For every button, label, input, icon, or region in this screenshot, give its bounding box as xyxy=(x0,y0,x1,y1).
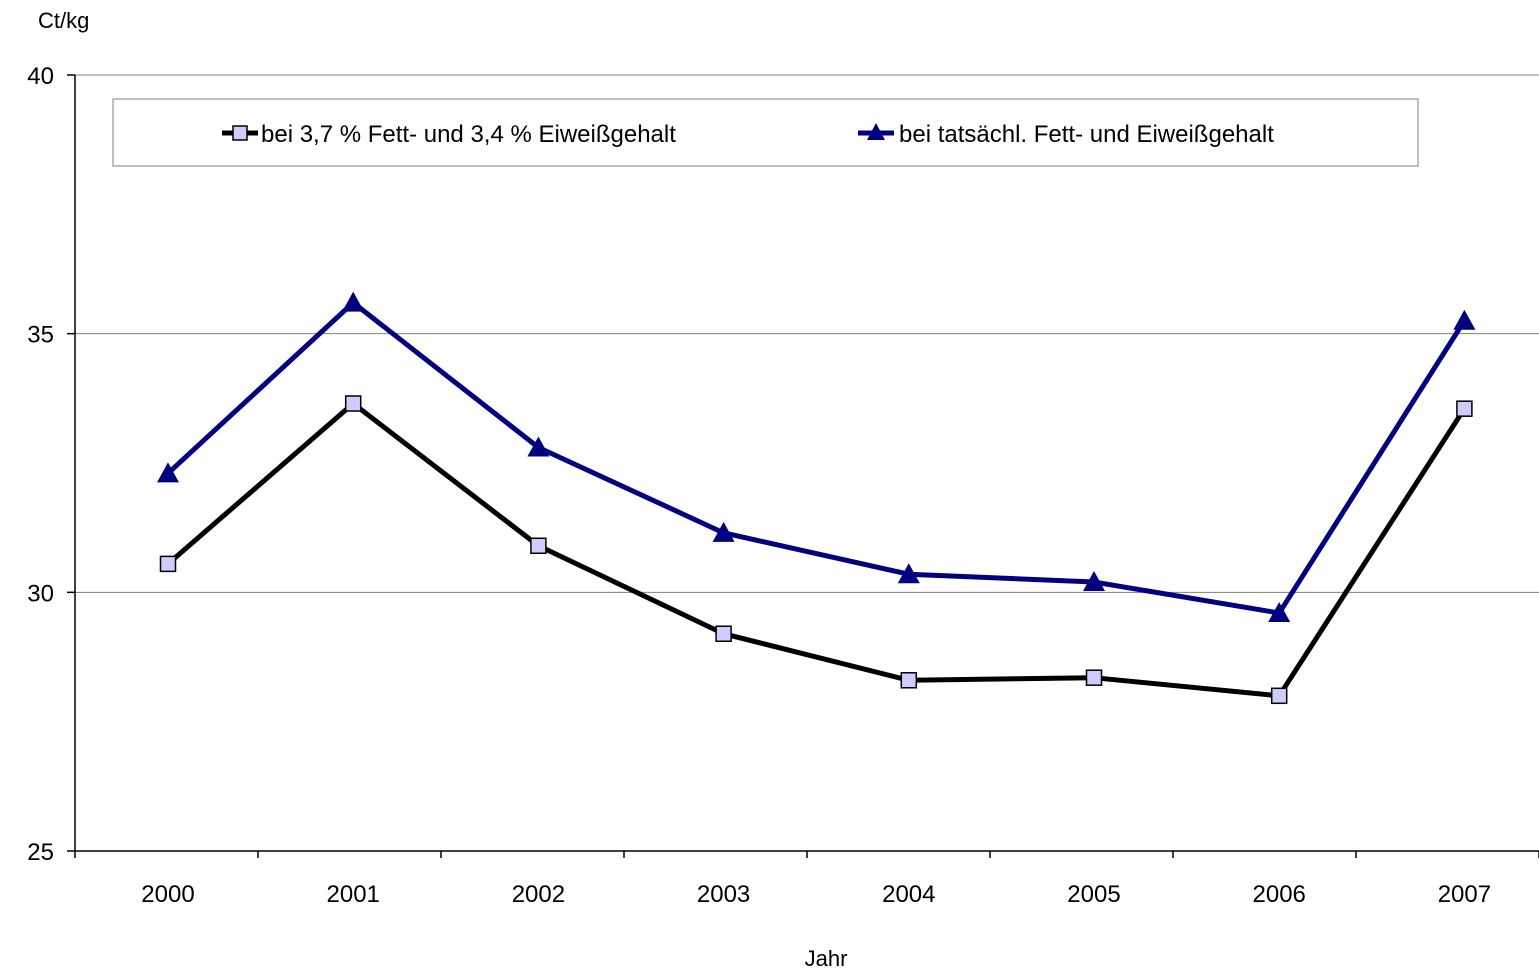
legend: bei 3,7 % Fett- und 3,4 % Eiweißgehalt b… xyxy=(113,99,1418,166)
y-ticks: 25 30 35 40 xyxy=(27,63,75,866)
data-point-square xyxy=(716,626,731,641)
data-point-square xyxy=(1087,670,1102,685)
legend-label-series-1: bei tatsächl. Fett- und Eiweißgehalt xyxy=(899,121,1274,148)
series-line-0 xyxy=(168,404,1464,696)
legend-entry-series-1: bei tatsächl. Fett- und Eiweißgehalt xyxy=(858,121,1274,148)
x-tick-label: 2006 xyxy=(1253,881,1306,908)
data-point-square xyxy=(1457,401,1472,416)
x-ticks: 2000 2001 2002 2003 2004 2005 2006 2007 xyxy=(75,851,1539,908)
data-point-square xyxy=(531,538,546,553)
data-point-square xyxy=(1272,688,1287,703)
x-tick-label: 2001 xyxy=(327,881,380,908)
x-axis-title: Jahr xyxy=(805,946,848,971)
x-tick-label: 2003 xyxy=(697,881,750,908)
y-tick-label: 25 xyxy=(27,839,54,866)
y-tick-label: 30 xyxy=(27,580,54,607)
x-tick-label: 2005 xyxy=(1067,881,1120,908)
y-tick-label: 40 xyxy=(27,63,54,90)
x-tick-label: 2002 xyxy=(512,881,565,908)
series-lines xyxy=(157,292,1475,704)
data-point-square xyxy=(161,556,176,571)
x-tick-label: 2000 xyxy=(141,881,194,908)
series-line-1 xyxy=(168,303,1464,613)
legend-marker-square xyxy=(233,126,247,140)
data-point-triangle xyxy=(1453,310,1475,330)
data-point-triangle xyxy=(342,292,364,312)
legend-label-series-0: bei 3,7 % Fett- und 3,4 % Eiweißgehalt xyxy=(261,121,676,148)
data-point-square xyxy=(901,673,916,688)
x-tick-label: 2007 xyxy=(1438,881,1491,908)
x-tick-label: 2004 xyxy=(882,881,935,908)
y-tick-label: 35 xyxy=(27,322,54,349)
legend-entry-series-0: bei 3,7 % Fett- und 3,4 % Eiweißgehalt xyxy=(222,121,676,148)
y-axis-title: Ct/kg xyxy=(38,8,89,33)
data-point-square xyxy=(346,396,361,411)
